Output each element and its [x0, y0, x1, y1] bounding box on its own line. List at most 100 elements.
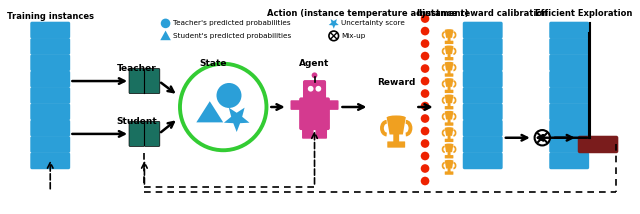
FancyBboxPatch shape — [145, 68, 160, 94]
FancyBboxPatch shape — [447, 53, 451, 58]
FancyBboxPatch shape — [549, 120, 589, 137]
Circle shape — [420, 89, 429, 98]
Text: State: State — [200, 59, 227, 68]
FancyBboxPatch shape — [447, 151, 451, 156]
FancyBboxPatch shape — [445, 139, 453, 142]
FancyBboxPatch shape — [445, 171, 453, 175]
Text: Mix-up: Mix-up — [341, 33, 366, 39]
Text: Student: Student — [116, 117, 157, 126]
Circle shape — [420, 52, 429, 60]
FancyBboxPatch shape — [463, 120, 502, 137]
FancyBboxPatch shape — [445, 155, 453, 158]
FancyBboxPatch shape — [129, 121, 145, 146]
Text: Teacher's predicted probabilities: Teacher's predicted probabilities — [173, 20, 291, 26]
Circle shape — [316, 86, 321, 92]
Polygon shape — [445, 161, 453, 168]
FancyBboxPatch shape — [549, 22, 589, 39]
Ellipse shape — [445, 127, 453, 129]
Polygon shape — [445, 144, 453, 152]
FancyBboxPatch shape — [463, 136, 502, 153]
FancyBboxPatch shape — [291, 100, 303, 110]
Text: Uncertainty score: Uncertainty score — [341, 20, 405, 26]
FancyBboxPatch shape — [30, 103, 70, 120]
FancyBboxPatch shape — [447, 37, 451, 42]
FancyBboxPatch shape — [463, 152, 502, 169]
FancyBboxPatch shape — [447, 102, 451, 107]
Polygon shape — [445, 112, 453, 119]
Ellipse shape — [445, 144, 453, 146]
Circle shape — [420, 64, 429, 73]
FancyBboxPatch shape — [549, 136, 589, 153]
Circle shape — [420, 14, 429, 23]
FancyBboxPatch shape — [30, 54, 70, 71]
FancyBboxPatch shape — [549, 38, 589, 55]
Circle shape — [420, 139, 429, 148]
Text: Agent: Agent — [300, 59, 330, 68]
Ellipse shape — [445, 29, 453, 31]
Circle shape — [420, 114, 429, 123]
FancyBboxPatch shape — [387, 141, 405, 148]
Text: Action (instance temperature adjustment): Action (instance temperature adjustment) — [267, 9, 468, 18]
Circle shape — [161, 19, 170, 28]
Polygon shape — [445, 46, 453, 54]
Text: Efficient Exploration: Efficient Exploration — [535, 9, 632, 18]
Circle shape — [420, 152, 429, 160]
FancyBboxPatch shape — [445, 106, 453, 109]
FancyBboxPatch shape — [299, 97, 330, 130]
Polygon shape — [329, 19, 339, 29]
Ellipse shape — [445, 78, 453, 80]
FancyBboxPatch shape — [463, 87, 502, 104]
FancyBboxPatch shape — [445, 73, 453, 77]
FancyBboxPatch shape — [316, 125, 327, 139]
FancyBboxPatch shape — [578, 136, 618, 153]
FancyBboxPatch shape — [463, 103, 502, 120]
Ellipse shape — [445, 62, 453, 64]
Circle shape — [420, 127, 429, 135]
FancyBboxPatch shape — [447, 86, 451, 91]
FancyBboxPatch shape — [445, 41, 453, 44]
Text: Training instances: Training instances — [7, 12, 93, 21]
Ellipse shape — [445, 46, 453, 48]
FancyBboxPatch shape — [447, 70, 451, 75]
FancyBboxPatch shape — [145, 121, 160, 146]
FancyBboxPatch shape — [463, 22, 502, 39]
FancyBboxPatch shape — [326, 100, 339, 110]
Polygon shape — [196, 101, 223, 122]
Ellipse shape — [445, 95, 453, 97]
Text: Teacher: Teacher — [117, 64, 157, 73]
Polygon shape — [445, 30, 453, 38]
FancyBboxPatch shape — [30, 38, 70, 55]
FancyBboxPatch shape — [463, 38, 502, 55]
Ellipse shape — [387, 116, 406, 120]
Circle shape — [312, 72, 317, 78]
FancyBboxPatch shape — [30, 87, 70, 104]
Circle shape — [420, 77, 429, 85]
Polygon shape — [445, 128, 453, 136]
FancyBboxPatch shape — [447, 168, 451, 173]
Polygon shape — [224, 108, 250, 132]
FancyBboxPatch shape — [445, 57, 453, 60]
FancyBboxPatch shape — [549, 71, 589, 88]
Polygon shape — [160, 31, 171, 40]
FancyBboxPatch shape — [445, 90, 453, 93]
FancyBboxPatch shape — [463, 54, 502, 71]
FancyBboxPatch shape — [394, 133, 399, 143]
FancyBboxPatch shape — [447, 135, 451, 140]
Polygon shape — [445, 79, 453, 87]
FancyBboxPatch shape — [549, 152, 589, 169]
Circle shape — [420, 164, 429, 173]
FancyBboxPatch shape — [447, 119, 451, 124]
Circle shape — [308, 86, 314, 92]
FancyBboxPatch shape — [445, 122, 453, 126]
Circle shape — [420, 177, 429, 185]
Circle shape — [420, 39, 429, 48]
Polygon shape — [387, 117, 406, 134]
Text: Student's predicted probabilities: Student's predicted probabilities — [173, 33, 291, 39]
FancyBboxPatch shape — [549, 87, 589, 104]
Circle shape — [420, 27, 429, 35]
Text: Instance reward calibration: Instance reward calibration — [417, 9, 548, 18]
Text: Reward: Reward — [377, 78, 415, 87]
Circle shape — [420, 102, 429, 110]
Ellipse shape — [445, 111, 453, 113]
FancyBboxPatch shape — [549, 103, 589, 120]
